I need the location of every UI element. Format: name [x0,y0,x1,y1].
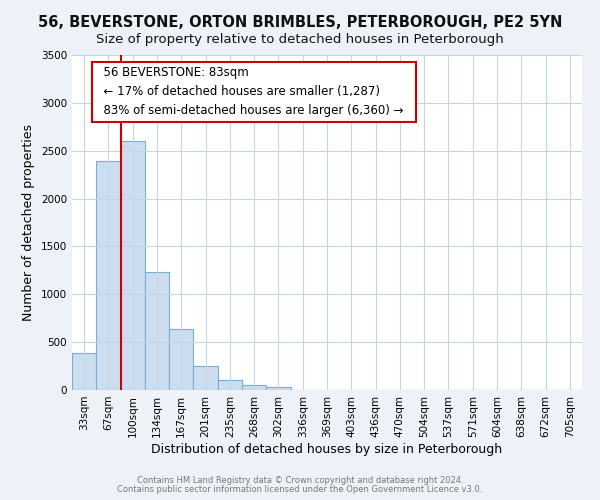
Bar [218,380,242,390]
Bar [193,366,218,390]
Text: Contains HM Land Registry data © Crown copyright and database right 2024.: Contains HM Land Registry data © Crown c… [137,476,463,485]
Text: Size of property relative to detached houses in Peterborough: Size of property relative to detached ho… [96,32,504,46]
Bar [96,161,121,390]
Bar [169,328,193,390]
Bar [72,352,96,390]
Bar [266,387,290,390]
Bar [242,384,266,390]
Text: Contains public sector information licensed under the Open Government Licence v3: Contains public sector information licen… [118,485,482,494]
Bar [121,141,145,390]
Y-axis label: Number of detached properties: Number of detached properties [22,124,35,321]
Text: 56 BEVERSTONE: 83sqm  
  ← 17% of detached houses are smaller (1,287)  
  83% of: 56 BEVERSTONE: 83sqm ← 17% of detached h… [96,66,411,118]
Text: 56, BEVERSTONE, ORTON BRIMBLES, PETERBOROUGH, PE2 5YN: 56, BEVERSTONE, ORTON BRIMBLES, PETERBOR… [38,15,562,30]
Bar [145,272,169,390]
X-axis label: Distribution of detached houses by size in Peterborough: Distribution of detached houses by size … [151,442,503,456]
